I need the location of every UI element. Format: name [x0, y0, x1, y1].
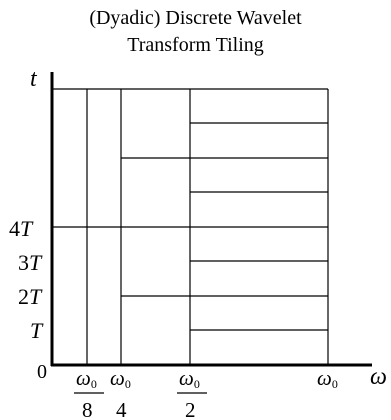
diagram-title-line-1: (Dyadic) Discrete Wavelet	[89, 7, 302, 29]
svg-text:ω0: ω0	[76, 366, 97, 391]
tick-omega0-over-4: ω0 4	[110, 366, 131, 420]
svg-text:4: 4	[116, 398, 127, 420]
x-axis-label: ω	[370, 364, 387, 390]
svg-text:ω0: ω0	[179, 366, 200, 391]
svg-text:ω0: ω0	[317, 366, 338, 391]
origin-label: 0	[37, 361, 47, 383]
tick-4T: 4T	[9, 216, 34, 241]
tick-omega0-over-2: ω0 2	[177, 366, 207, 420]
tick-omega0: ω0	[317, 366, 338, 391]
tiling-grid	[52, 88, 329, 365]
y-axis-label: t	[30, 66, 38, 92]
tick-T: T	[30, 318, 44, 343]
tick-3T: 3T	[18, 250, 43, 275]
tick-omega0-over-8: ω0 8	[74, 366, 104, 420]
svg-text:ω0: ω0	[110, 366, 131, 391]
svg-text:2: 2	[185, 398, 196, 420]
svg-text:8: 8	[82, 398, 93, 420]
tick-2T: 2T	[18, 284, 43, 309]
diagram-title-line-2: Transform Tiling	[127, 34, 264, 56]
